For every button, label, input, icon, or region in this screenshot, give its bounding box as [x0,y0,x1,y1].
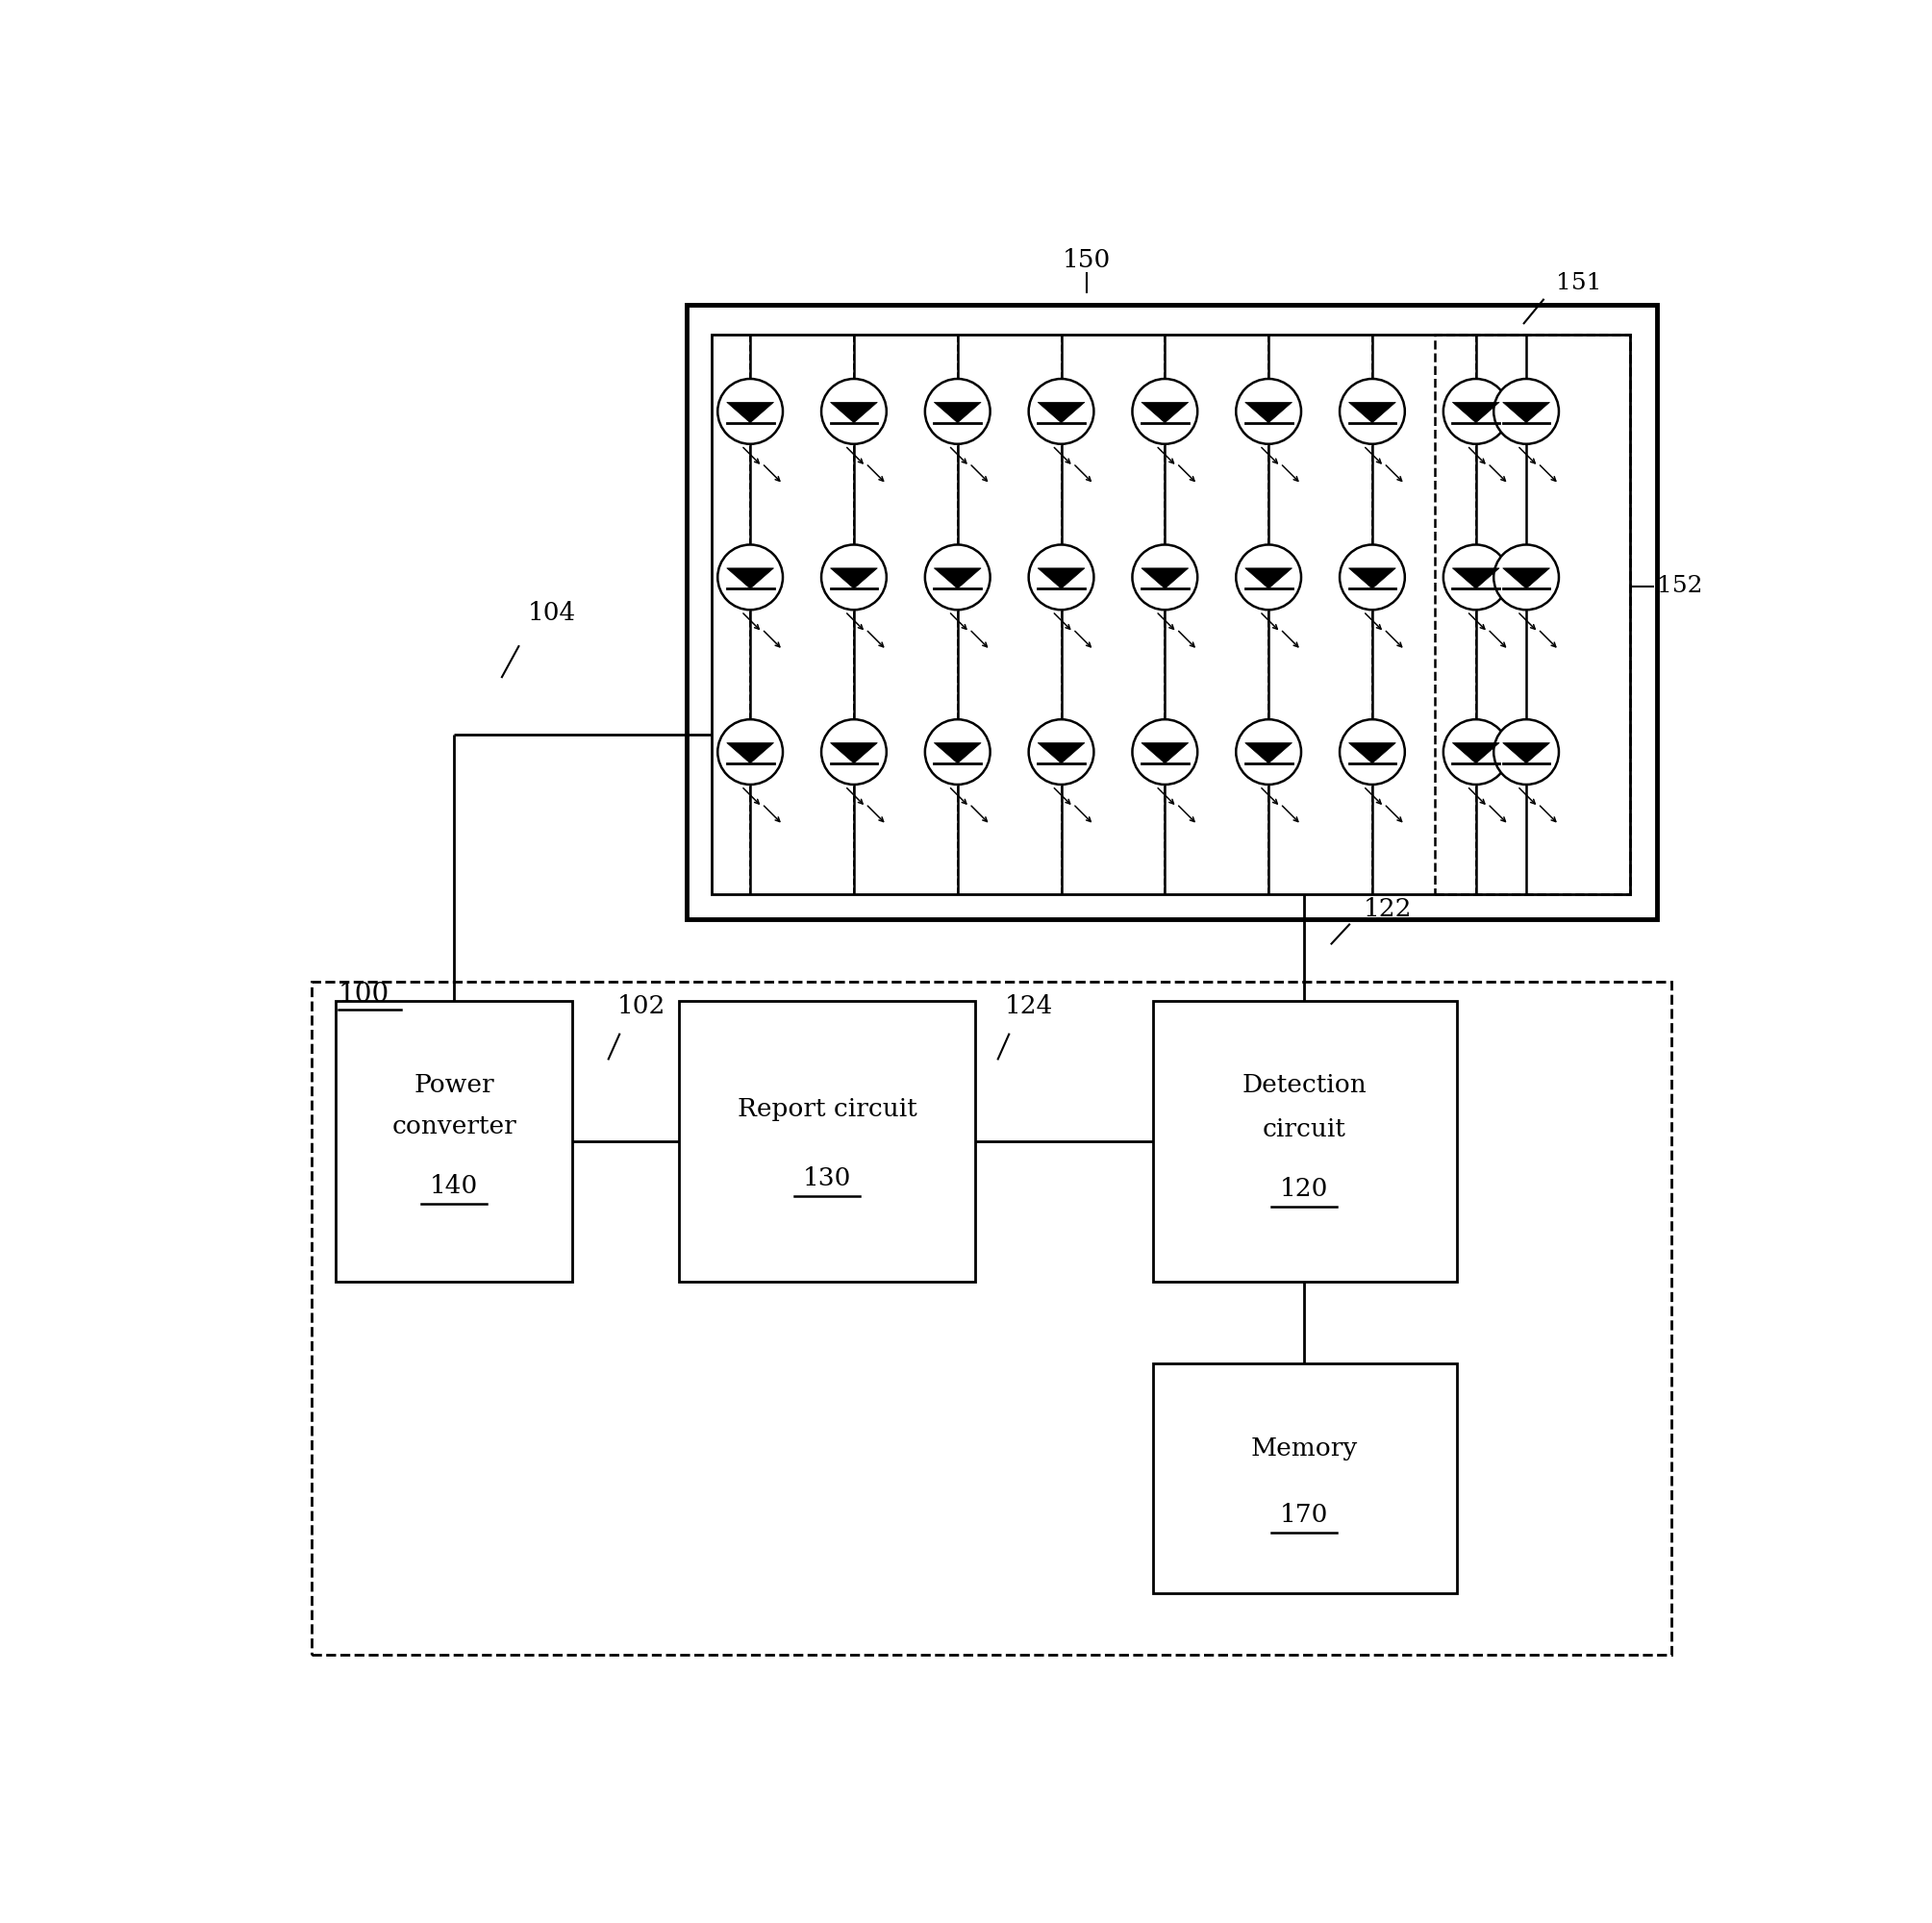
Polygon shape [1503,567,1549,588]
Bar [1434,335,1631,894]
Text: 104: 104 [527,600,576,625]
Polygon shape [1142,742,1188,763]
Circle shape [1493,719,1559,785]
Polygon shape [1142,402,1188,423]
Polygon shape [933,402,981,423]
Polygon shape [1349,742,1395,763]
Text: circuit: circuit [1262,1117,1347,1142]
Circle shape [717,379,782,444]
Polygon shape [933,742,981,763]
Polygon shape [1503,742,1549,763]
Circle shape [717,544,782,610]
Bar [711,335,1631,894]
Circle shape [1028,544,1094,610]
Text: 150: 150 [1063,248,1111,273]
Polygon shape [726,742,773,763]
Text: 151: 151 [1555,273,1602,294]
Text: Detection: Detection [1242,1073,1366,1098]
Text: Memory: Memory [1250,1436,1358,1461]
Circle shape [1236,719,1300,785]
Circle shape [1236,544,1300,610]
Text: 100: 100 [338,983,390,1008]
Text: 102: 102 [616,994,665,1019]
Text: 122: 122 [1364,896,1412,921]
Circle shape [1443,544,1509,610]
Circle shape [1236,379,1300,444]
Circle shape [1028,719,1094,785]
Polygon shape [726,567,773,588]
Bar [686,304,1656,919]
Polygon shape [1349,402,1395,423]
Circle shape [925,379,991,444]
Polygon shape [831,402,877,423]
Circle shape [1493,544,1559,610]
Polygon shape [831,742,877,763]
Text: converter: converter [392,1115,516,1138]
Bar [311,981,1671,1656]
Polygon shape [1037,742,1084,763]
Circle shape [1493,379,1559,444]
Polygon shape [1244,402,1293,423]
Bar [1153,1363,1457,1592]
Polygon shape [1349,567,1395,588]
Circle shape [1443,379,1509,444]
Circle shape [1132,379,1198,444]
Polygon shape [1244,742,1293,763]
Circle shape [1339,719,1405,785]
Bar [680,1000,976,1283]
Circle shape [1132,719,1198,785]
Circle shape [1132,544,1198,610]
Text: 130: 130 [804,1167,852,1190]
Polygon shape [1244,567,1293,588]
Polygon shape [1453,742,1499,763]
Text: 170: 170 [1279,1504,1329,1527]
Text: Power: Power [413,1073,495,1098]
Polygon shape [1037,402,1084,423]
Circle shape [821,719,887,785]
Polygon shape [1453,402,1499,423]
Bar [336,1000,572,1283]
Circle shape [925,719,991,785]
Bar [1153,1000,1457,1283]
Circle shape [1443,719,1509,785]
Polygon shape [933,567,981,588]
Polygon shape [831,567,877,588]
Text: 124: 124 [1005,994,1053,1019]
Circle shape [1339,544,1405,610]
Text: 140: 140 [431,1173,479,1198]
Polygon shape [1453,567,1499,588]
Circle shape [821,544,887,610]
Circle shape [1339,379,1405,444]
Text: Report circuit: Report circuit [738,1096,918,1121]
Circle shape [1028,379,1094,444]
Polygon shape [726,402,773,423]
Polygon shape [1037,567,1084,588]
Circle shape [925,544,991,610]
Circle shape [821,379,887,444]
Text: 120: 120 [1279,1177,1329,1200]
Polygon shape [1142,567,1188,588]
Polygon shape [1503,402,1549,423]
Text: 152: 152 [1656,575,1702,598]
Circle shape [717,719,782,785]
